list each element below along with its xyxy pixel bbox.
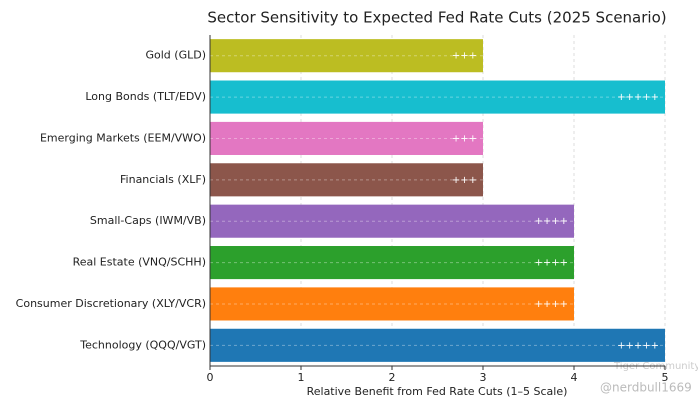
bar	[210, 80, 665, 114]
bar	[210, 246, 574, 280]
value-label: +++	[452, 51, 477, 62]
y-tick-label: Consumer Discretionary (XLY/VCR)	[16, 297, 206, 310]
bar	[210, 328, 665, 362]
bar	[210, 163, 483, 197]
chart-title: Sector Sensitivity to Expected Fed Rate …	[207, 9, 666, 27]
y-tick-label: Real Estate (VNQ/SCHH)	[73, 256, 206, 269]
value-label: ++++	[534, 258, 568, 269]
x-axis-label: Relative Benefit from Fed Rate Cuts (1–5…	[307, 385, 568, 398]
value-label: +++++	[617, 340, 659, 351]
x-tick-label: 5	[662, 371, 669, 384]
bar	[210, 121, 483, 155]
value-label: ++++	[534, 299, 568, 310]
value-label: +++	[452, 133, 477, 144]
y-tick-label: Technology (QQQ/VGT)	[79, 338, 206, 351]
bar	[210, 204, 574, 238]
y-tick-label: Emerging Markets (EEM/VWO)	[40, 131, 206, 144]
y-tick-label: Small-Caps (IWM/VB)	[90, 214, 206, 227]
y-tick-label: Gold (GLD)	[146, 49, 207, 62]
x-tick-label: 1	[298, 371, 305, 384]
bar	[210, 39, 483, 73]
x-tick-label: 0	[207, 371, 214, 384]
bar	[210, 287, 574, 321]
value-label: +++++	[617, 92, 659, 103]
value-label: ++++	[534, 216, 568, 227]
x-tick-label: 2	[389, 371, 396, 384]
x-tick-label: 4	[571, 371, 578, 384]
value-label: +++	[452, 175, 477, 186]
x-tick-label: 3	[480, 371, 487, 384]
watermark-handle: @nerdbull1669	[600, 381, 692, 395]
y-tick-label: Long Bonds (TLT/EDV)	[85, 90, 206, 103]
y-tick-label: Financials (XLF)	[120, 173, 206, 186]
